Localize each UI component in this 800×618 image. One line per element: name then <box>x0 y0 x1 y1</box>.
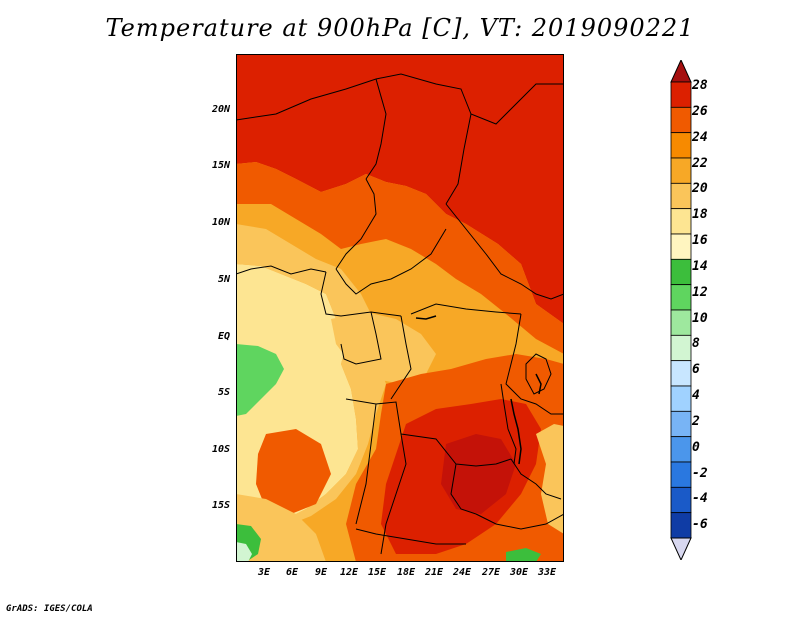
colorbar-label: 12 <box>692 285 708 300</box>
temperature-map <box>236 54 564 562</box>
colorbar-label: 16 <box>692 233 708 248</box>
colorbar-label: 0 <box>692 440 700 455</box>
field-10-corner <box>236 542 252 562</box>
x-tick-label: 15E <box>367 567 387 578</box>
field-20-west <box>236 224 386 539</box>
y-tick-label: EQ <box>217 331 230 342</box>
x-tick-label: 3E <box>257 567 271 578</box>
colorbar-swatch <box>670 309 692 336</box>
colorbar <box>670 60 692 560</box>
colorbar-swatch <box>670 461 692 488</box>
colorbar-swatch <box>670 81 692 108</box>
colorbar-label: 18 <box>692 207 708 222</box>
lakes <box>415 315 542 465</box>
y-tick-label: 15N <box>211 160 230 171</box>
y-tick-label: 20N <box>211 104 230 115</box>
field-28-south <box>441 434 516 514</box>
x-tick-label: 30E <box>509 567 529 578</box>
colorbar-swatch <box>670 486 692 514</box>
colorbar-label: 10 <box>692 311 708 326</box>
colorbar-label: -6 <box>692 517 708 532</box>
y-tick-label: 5N <box>217 274 230 285</box>
colorbar-swatch <box>670 106 692 134</box>
colorbar-swatch <box>670 284 692 311</box>
colorbar-swatch <box>670 208 692 235</box>
x-tick-label: 27E <box>481 567 501 578</box>
colorbar-swatch <box>670 132 692 159</box>
colorbar-swatch <box>670 157 692 184</box>
colorbar-swatch <box>670 410 692 438</box>
colorbar-label: 22 <box>692 156 708 171</box>
colorbar-label: 4 <box>692 388 700 403</box>
colorbar-label: 20 <box>692 181 708 196</box>
colorbar-swatch <box>670 512 692 539</box>
x-tick-label: 33E <box>537 567 557 578</box>
x-tick-label: 12E <box>339 567 359 578</box>
x-tick-label: 18E <box>396 567 416 578</box>
chart-title: Temperature at 900hPa [C], VT: 201909022… <box>105 14 695 42</box>
colorbar-label: 28 <box>692 78 708 93</box>
field-14-ocean <box>236 344 284 416</box>
colorbar-label: 6 <box>692 362 700 377</box>
colorbar-swatch <box>670 436 692 463</box>
y-tick-label: 5S <box>217 387 230 398</box>
field-20-central <box>331 312 436 384</box>
credit-text: GrADS: IGES/COLA <box>6 604 93 614</box>
field-14-east <box>506 548 541 562</box>
colorbar-label: 26 <box>692 104 708 119</box>
field-24-southwest <box>256 429 331 514</box>
y-tick-label: 10N <box>211 217 230 228</box>
colorbar-label: -4 <box>692 491 708 506</box>
country-borders <box>236 73 564 555</box>
colorbar-swatch <box>670 385 692 412</box>
x-tick-label: 9E <box>314 567 328 578</box>
colorbar-swatch <box>670 233 692 260</box>
y-tick-label: 15S <box>211 500 230 511</box>
colorbar-swatch <box>670 258 692 286</box>
field-20-east <box>536 424 564 534</box>
colorbar-swatch <box>670 537 692 560</box>
colorbar-label: 14 <box>692 259 708 274</box>
colorbar-swatch <box>670 360 692 387</box>
x-tick-label: 6E <box>285 567 299 578</box>
y-tick-label: 10S <box>211 444 230 455</box>
map-frame <box>236 54 564 562</box>
colorbar-swatch <box>670 60 692 83</box>
field-26-north <box>236 54 564 324</box>
field-24-north <box>236 162 564 354</box>
colorbar-label: 8 <box>692 336 700 351</box>
colorbar-label: -2 <box>692 466 708 481</box>
x-tick-label: 24E <box>452 567 472 578</box>
colorbar-swatch <box>670 182 692 210</box>
x-tick-label: 21E <box>424 567 444 578</box>
colorbar-swatch <box>670 334 692 362</box>
colorbar-label: 2 <box>692 414 700 429</box>
colorbar-label: 24 <box>692 130 708 145</box>
